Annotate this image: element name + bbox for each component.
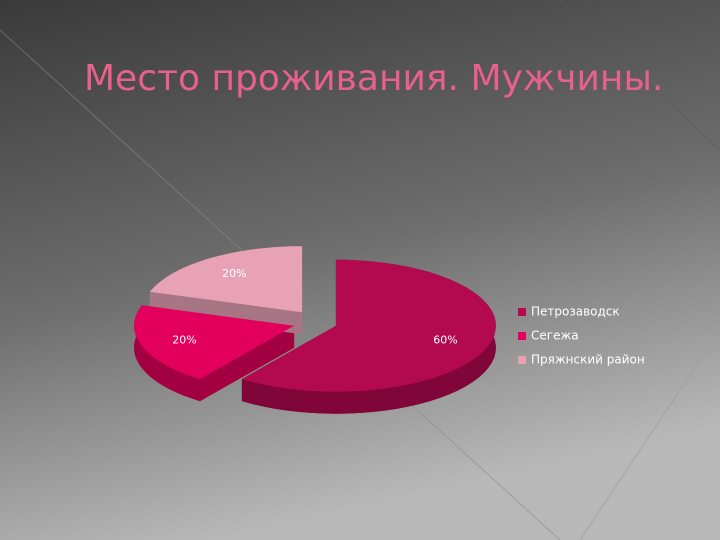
pie-slice-side <box>134 305 200 402</box>
pie-slice <box>149 246 303 313</box>
legend: Петрозаводск Сегежа Пряжнский район <box>518 305 645 367</box>
pie-slice-side <box>200 325 295 402</box>
data-label: 20% <box>172 333 196 346</box>
data-label: 20% <box>222 267 246 280</box>
decor-line <box>559 0 720 151</box>
legend-swatch <box>518 332 526 340</box>
data-label: 60% <box>433 333 457 346</box>
legend-swatch <box>518 356 526 364</box>
legend-label: Петрозаводск <box>531 305 620 319</box>
legend-label: Сегежа <box>531 329 579 343</box>
legend-swatch <box>518 308 526 316</box>
chart-title: Место проживания. Мужчины. <box>84 58 663 99</box>
pie-slice <box>134 305 295 380</box>
pie-slice <box>241 259 496 392</box>
pie-slice-side <box>241 259 496 414</box>
pie: 60% 20% 20% <box>134 246 496 414</box>
decor-line <box>579 329 720 540</box>
legend-label: Пряжнский район <box>531 353 645 367</box>
